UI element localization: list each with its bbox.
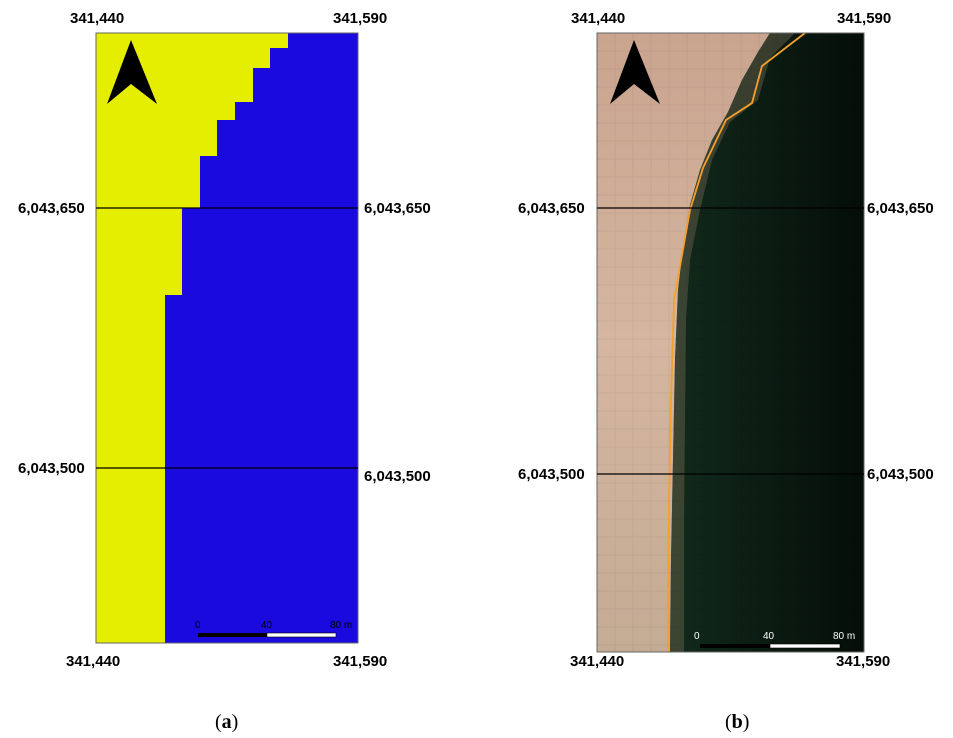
panel-a-northing-lower-left: 6,043,500 (18, 460, 85, 477)
panel-a-easting-top-left: 341,440 (70, 10, 125, 27)
panel-b-northing-upper-right: 6,043,650 (867, 200, 934, 217)
panel-a-northing-upper-right: 6,043,650 (364, 200, 431, 217)
panel-a-easting-bottom-left: 341,440 (66, 653, 121, 670)
panel-a-land (96, 33, 288, 643)
panel-b-caption-letter: b (731, 711, 743, 733)
panel-b-caption: (b) (725, 711, 750, 733)
panel-b-easting-top-left: 341,440 (571, 10, 626, 27)
panel-a-caption-letter: a (221, 711, 232, 733)
panel-b-easting-bottom-left: 341,440 (570, 653, 625, 670)
panel-a-scale-label-40: 40 (261, 620, 273, 631)
panel-a-scale-label-80: 80 m (330, 620, 353, 631)
north-arrow-icon (107, 40, 157, 104)
panel-b-scalebar-black (700, 644, 770, 648)
north-arrow-icon (610, 40, 660, 104)
panel-b-northing-upper-left: 6,043,650 (518, 200, 585, 217)
panel-b-scale-label-0: 0 (694, 631, 700, 642)
panel-a-frame (95, 32, 359, 644)
panel-a-easting-bottom-right: 341,590 (333, 653, 388, 670)
panel-a-caption: (a) (215, 711, 239, 733)
panel-b-frame (596, 32, 865, 653)
panel-b-scale-label-80: 80 m (833, 631, 856, 642)
panel-b-scalebar-white (769, 643, 841, 649)
panel-b-easting-bottom-right: 341,590 (836, 653, 891, 670)
panel-a-easting-top-right: 341,590 (333, 10, 388, 27)
panel-b-scale-label-40: 40 (763, 631, 775, 642)
panel-a-northing-lower-right: 6,043,500 (364, 468, 431, 485)
panel-a-northing-upper-left: 6,043,650 (18, 200, 85, 217)
panel-a-scalebar-white (266, 632, 337, 638)
panel-b-shoreline (667, 32, 806, 652)
panel-a-scale-label-0: 0 (195, 620, 201, 631)
panel-b-northing-lower-right: 6,043,500 (867, 466, 934, 483)
panel-a-scalebar-black (198, 633, 267, 637)
panel-b-easting-top-right: 341,590 (837, 10, 892, 27)
panel-b-northing-lower-left: 6,043,500 (518, 466, 585, 483)
panel-b-pixel-grid (597, 33, 864, 652)
